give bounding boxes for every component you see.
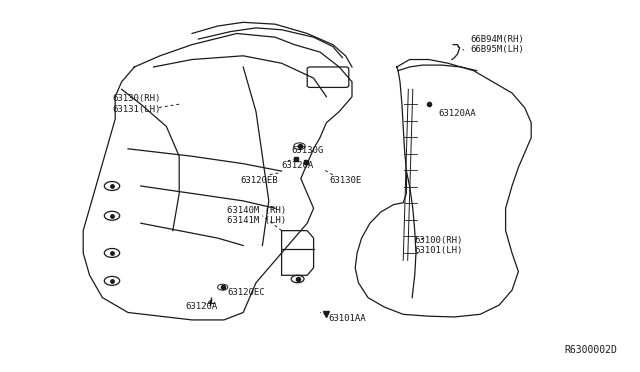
Text: 66B94M(RH)
66B95M(LH): 66B94M(RH) 66B95M(LH) xyxy=(470,35,524,54)
Text: 63100(RH)
63101(LH): 63100(RH) 63101(LH) xyxy=(415,236,463,255)
Text: 63130(RH)
63131(LH): 63130(RH) 63131(LH) xyxy=(112,94,161,114)
Text: 63120A: 63120A xyxy=(186,302,218,311)
Text: 63130G: 63130G xyxy=(291,146,323,155)
FancyBboxPatch shape xyxy=(307,67,349,87)
Text: 63130E: 63130E xyxy=(330,176,362,185)
Text: 63120A: 63120A xyxy=(282,161,314,170)
Text: R6300002D: R6300002D xyxy=(564,345,618,355)
Text: 63120AA: 63120AA xyxy=(438,109,476,118)
Text: 63120EB: 63120EB xyxy=(240,176,278,185)
Text: 63120EC: 63120EC xyxy=(227,288,265,296)
Text: 63140M (RH)
63141M (LH): 63140M (RH) 63141M (LH) xyxy=(227,206,286,225)
Text: 63101AA: 63101AA xyxy=(328,314,366,323)
